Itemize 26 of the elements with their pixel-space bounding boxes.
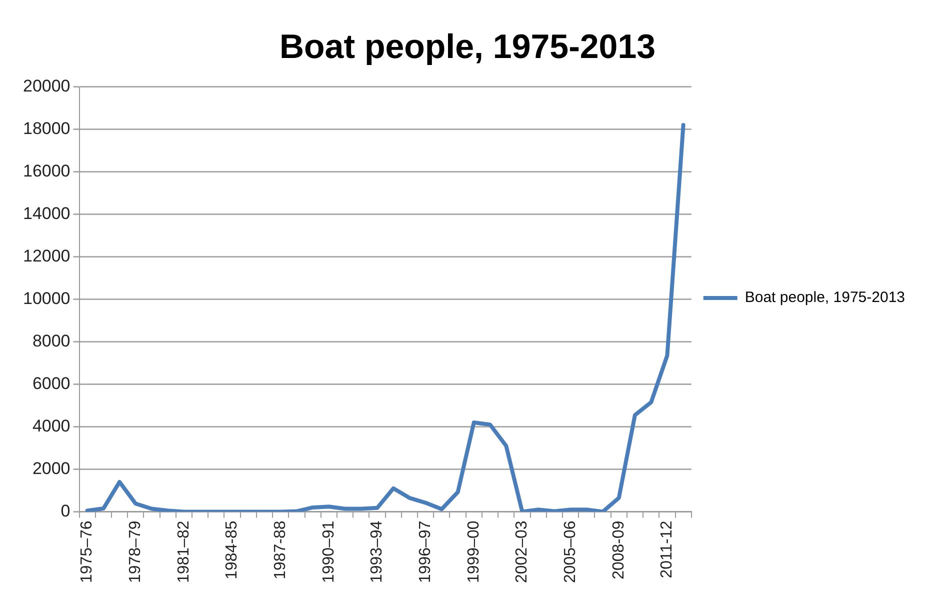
y-tick-label: 18000: [22, 118, 70, 138]
y-tick-label: 2000: [32, 458, 70, 478]
x-tick-label: 1981–82: [175, 520, 192, 584]
y-tick-label: 20000: [22, 76, 70, 96]
x-tick-label: 2011-12: [658, 520, 676, 578]
chart-title: Boat people, 1975-2013: [279, 28, 656, 66]
x-tick-label: 1987-88: [272, 520, 290, 580]
y-tick-label: 8000: [32, 331, 70, 350]
x-tick-label: 1993–94: [368, 520, 386, 584]
y-tick-label: 10000: [22, 288, 70, 308]
x-tick-label: 1984-85: [224, 520, 241, 580]
legend-label: Boat people, 1975-2013: [744, 289, 906, 306]
x-tick-label: 2008-09: [610, 520, 628, 580]
y-tick-label: 16000: [22, 161, 70, 180]
x-tick-label: 1999–00: [465, 520, 482, 584]
y-tick-label: 12000: [22, 246, 70, 266]
x-tick-label: 2005–06: [562, 520, 579, 584]
y-tick-label: 6000: [32, 374, 70, 393]
x-tick-label: 1996–97: [416, 520, 434, 584]
x-tick-label: 1978–79: [127, 520, 144, 584]
x-tick-label: 1990–91: [320, 520, 338, 584]
y-tick-label: 4000: [32, 416, 70, 436]
y-tick-label: 0: [60, 501, 70, 520]
x-tick-label: 2002–03: [514, 520, 531, 584]
y-tick-label: 14000: [22, 204, 70, 223]
x-tick-label: 1975–76: [78, 520, 96, 584]
